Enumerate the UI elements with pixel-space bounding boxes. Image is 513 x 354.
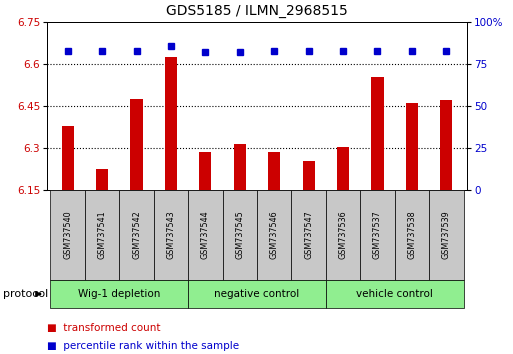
Bar (257, 190, 291, 280)
Bar (223, 190, 257, 280)
Text: GSM737545: GSM737545 (235, 211, 244, 259)
Bar (200, 152, 211, 190)
Bar (360, 190, 394, 280)
Bar (337, 147, 349, 190)
Bar (440, 101, 452, 190)
Bar (268, 152, 280, 190)
Bar (85, 190, 120, 280)
Bar (50, 190, 85, 280)
Bar (291, 190, 326, 280)
Text: GSM737536: GSM737536 (339, 211, 348, 259)
Text: GSM737547: GSM737547 (304, 211, 313, 259)
Bar (188, 190, 223, 280)
Text: ■  transformed count: ■ transformed count (47, 323, 161, 333)
Bar (429, 190, 464, 280)
Bar (120, 190, 154, 280)
Bar (406, 103, 418, 190)
Text: negative control: negative control (214, 289, 300, 299)
Text: vehicle control: vehicle control (356, 289, 433, 299)
Text: GSM737541: GSM737541 (97, 211, 107, 259)
Bar (303, 161, 314, 190)
Text: GSM737538: GSM737538 (407, 211, 417, 259)
Bar (326, 190, 360, 280)
Text: GSM737540: GSM737540 (63, 211, 72, 259)
Bar (188, 280, 326, 308)
Text: ■  percentile rank within the sample: ■ percentile rank within the sample (47, 341, 239, 351)
Text: GSM737544: GSM737544 (201, 211, 210, 259)
Bar (96, 169, 108, 190)
Text: GSM737543: GSM737543 (166, 211, 175, 259)
Bar (130, 99, 143, 190)
Text: GSM737546: GSM737546 (270, 211, 279, 259)
Text: GDS5185 / ILMN_2968515: GDS5185 / ILMN_2968515 (166, 4, 347, 18)
Text: GSM737537: GSM737537 (373, 211, 382, 259)
Text: GSM737539: GSM737539 (442, 211, 451, 259)
Text: GSM737542: GSM737542 (132, 211, 141, 259)
Bar (165, 57, 177, 190)
Bar (62, 126, 74, 190)
Bar (394, 190, 429, 280)
Bar (326, 280, 464, 308)
Bar (50, 280, 188, 308)
Text: protocol: protocol (3, 289, 48, 299)
Bar (234, 144, 246, 190)
Text: Wig-1 depletion: Wig-1 depletion (78, 289, 161, 299)
Bar (154, 190, 188, 280)
Bar (371, 76, 384, 190)
